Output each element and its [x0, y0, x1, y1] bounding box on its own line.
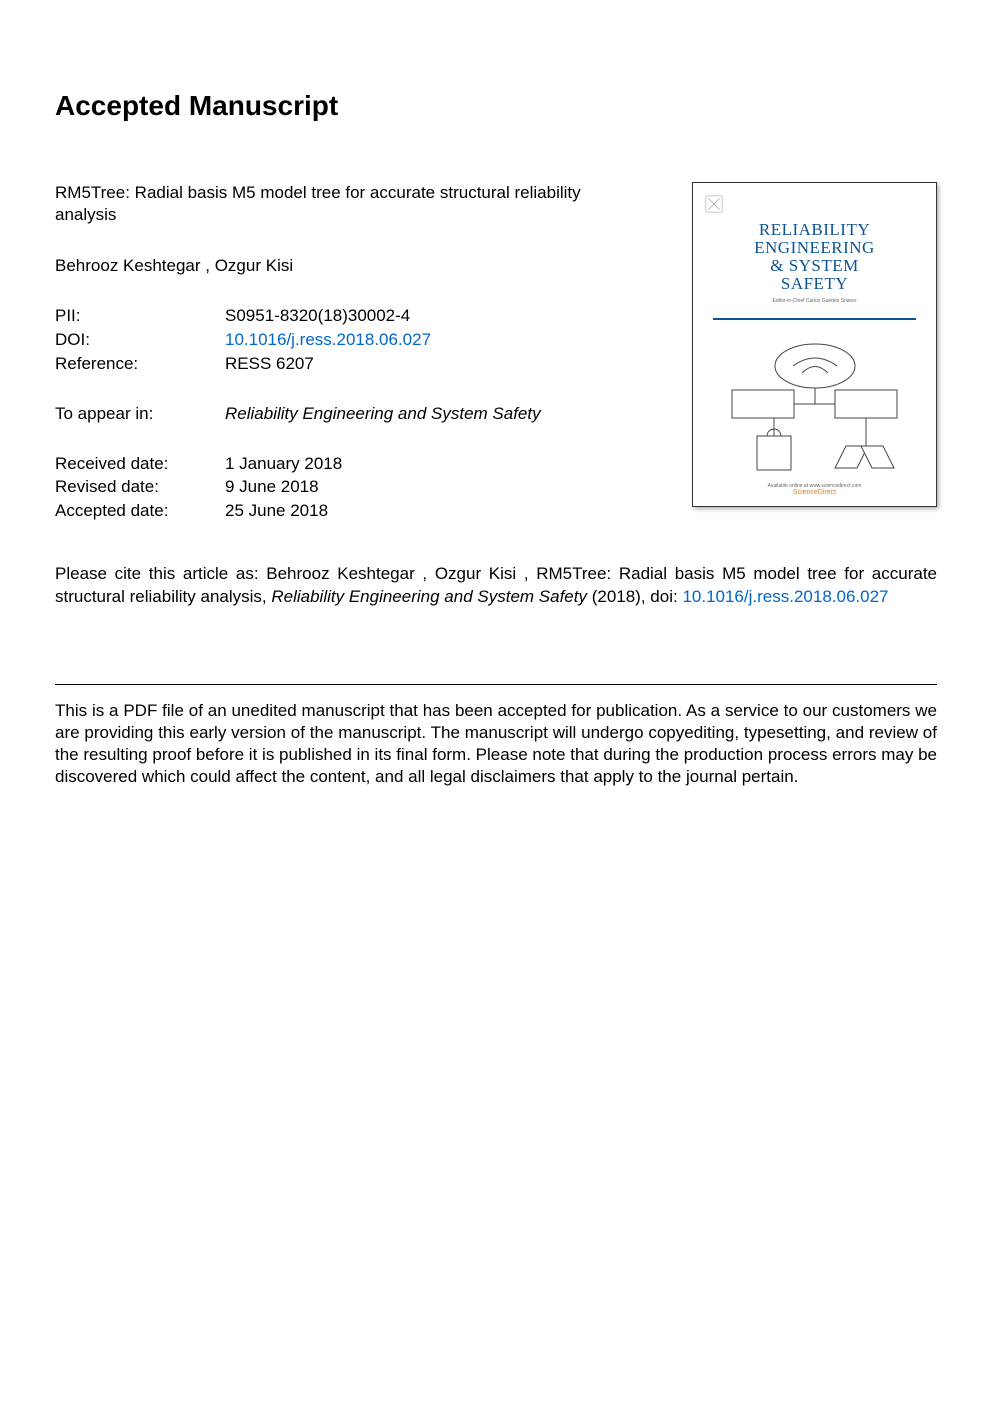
revised-value: 9 June 2018	[225, 475, 319, 499]
doi-link[interactable]: 10.1016/j.ress.2018.06.027	[225, 328, 431, 352]
sciencedirect-label: ScienceDirect	[693, 489, 936, 496]
journal-title-box: RELIABILITY ENGINEERING & SYSTEM SAFETY …	[713, 217, 916, 320]
diagram-rect-right	[835, 390, 897, 418]
journal-title-line1: RELIABILITY	[717, 221, 912, 239]
disclaimer-block: This is a PDF file of an unedited manusc…	[55, 684, 937, 788]
authors: Behrooz Keshtegar , Ozgur Kisi	[55, 256, 625, 276]
page-title: Accepted Manuscript	[55, 90, 937, 122]
accepted-row: Accepted date: 25 June 2018	[55, 499, 625, 523]
reference-row: Reference: RESS 6207	[55, 352, 625, 376]
pii-value: S0951-8320(18)30002-4	[225, 304, 410, 328]
journal-title-line4: SAFETY	[717, 275, 912, 293]
citation-suffix: (2018), doi:	[587, 587, 682, 606]
journal-editors: Editor-in-Chief Carlos Guedes Soares	[717, 298, 912, 304]
revised-label: Revised date:	[55, 475, 225, 499]
doi-label: DOI:	[55, 328, 225, 352]
citation-journal: Reliability Engineering and System Safet…	[271, 587, 587, 606]
cover-diagram	[727, 338, 902, 478]
received-row: Received date: 1 January 2018	[55, 452, 625, 476]
reference-value: RESS 6207	[225, 352, 314, 376]
appear-value: Reliability Engineering and System Safet…	[225, 404, 541, 424]
doi-row: DOI: 10.1016/j.ress.2018.06.027	[55, 328, 625, 352]
metadata-column: RM5Tree: Radial basis M5 model tree for …	[55, 182, 625, 523]
appear-in-row: To appear in: Reliability Engineering an…	[55, 404, 625, 424]
pii-label: PII:	[55, 304, 225, 328]
journal-title-line3: & SYSTEM	[717, 257, 912, 275]
paper-title: RM5Tree: Radial basis M5 model tree for …	[55, 182, 625, 226]
identifiers-table: PII: S0951-8320(18)30002-4 DOI: 10.1016/…	[55, 304, 625, 375]
reference-label: Reference:	[55, 352, 225, 376]
journal-cover: RELIABILITY ENGINEERING & SYSTEM SAFETY …	[692, 182, 937, 507]
top-section: RM5Tree: Radial basis M5 model tree for …	[55, 182, 937, 523]
received-value: 1 January 2018	[225, 452, 342, 476]
journal-title-line2: ENGINEERING	[717, 239, 912, 257]
accepted-label: Accepted date:	[55, 499, 225, 523]
dates-table: Received date: 1 January 2018 Revised da…	[55, 452, 625, 523]
appear-label: To appear in:	[55, 404, 225, 424]
received-label: Received date:	[55, 452, 225, 476]
cover-footer: Available online at www.sciencedirect.co…	[693, 483, 936, 496]
diagram-triangle2	[861, 446, 894, 468]
pii-row: PII: S0951-8320(18)30002-4	[55, 304, 625, 328]
elsevier-logo-icon	[705, 195, 723, 213]
cover-header	[705, 195, 924, 213]
citation-doi-link[interactable]: 10.1016/j.ress.2018.06.027	[682, 587, 888, 606]
citation-block: Please cite this article as: Behrooz Kes…	[55, 563, 937, 609]
accepted-value: 25 June 2018	[225, 499, 328, 523]
diagram-rect-left	[732, 390, 794, 418]
diagram-square	[757, 436, 791, 470]
revised-row: Revised date: 9 June 2018	[55, 475, 625, 499]
